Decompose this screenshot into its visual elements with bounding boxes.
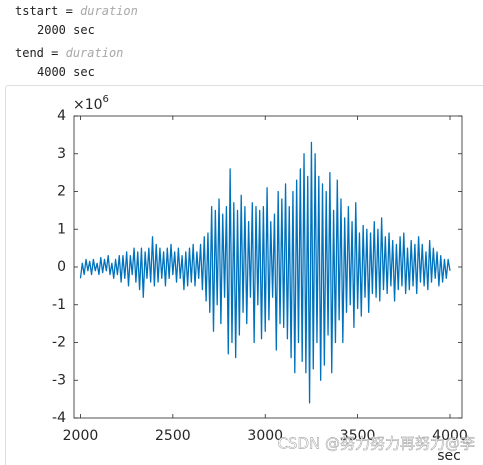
y-tick-label: 4 [57, 108, 66, 124]
figure-panel [5, 85, 483, 465]
y-tick-label: -4 [52, 410, 66, 426]
y-tick-label: 3 [57, 146, 66, 162]
var-name: tend [15, 46, 44, 60]
equals: = [65, 4, 73, 18]
y-tick-label: -2 [52, 335, 66, 351]
output-line: tstart = duration [15, 4, 138, 18]
class-name: duration [80, 4, 138, 18]
y-tick-label: -3 [52, 372, 66, 388]
y-tick-label: 1 [57, 221, 66, 237]
exp-power: 6 [103, 94, 109, 105]
x-tick-label: 3500 [340, 428, 376, 444]
y-tick-label: 0 [57, 259, 66, 275]
equals: = [51, 46, 59, 60]
y-tick-label: 2 [57, 184, 66, 200]
data-line [79, 141, 451, 404]
output-value: 2000 sec [37, 23, 95, 37]
x-tick-label: 4000 [432, 428, 468, 444]
x-tick-label: 3000 [247, 428, 283, 444]
output-line: tend = duration [15, 46, 123, 60]
output-value: 4000 sec [37, 65, 95, 79]
x-tick-label: 2500 [155, 428, 191, 444]
exp-base: ×10 [73, 97, 103, 113]
var-name: tstart [15, 4, 59, 18]
y-tick-label: -1 [52, 297, 66, 313]
watermark: CSDN @努力努力再努力@李 [277, 435, 475, 453]
x-axis-label: sec [437, 448, 461, 464]
x-tick-label: 2000 [63, 428, 99, 444]
class-name: duration [65, 46, 124, 60]
y-exponent: ×106 [73, 94, 109, 113]
